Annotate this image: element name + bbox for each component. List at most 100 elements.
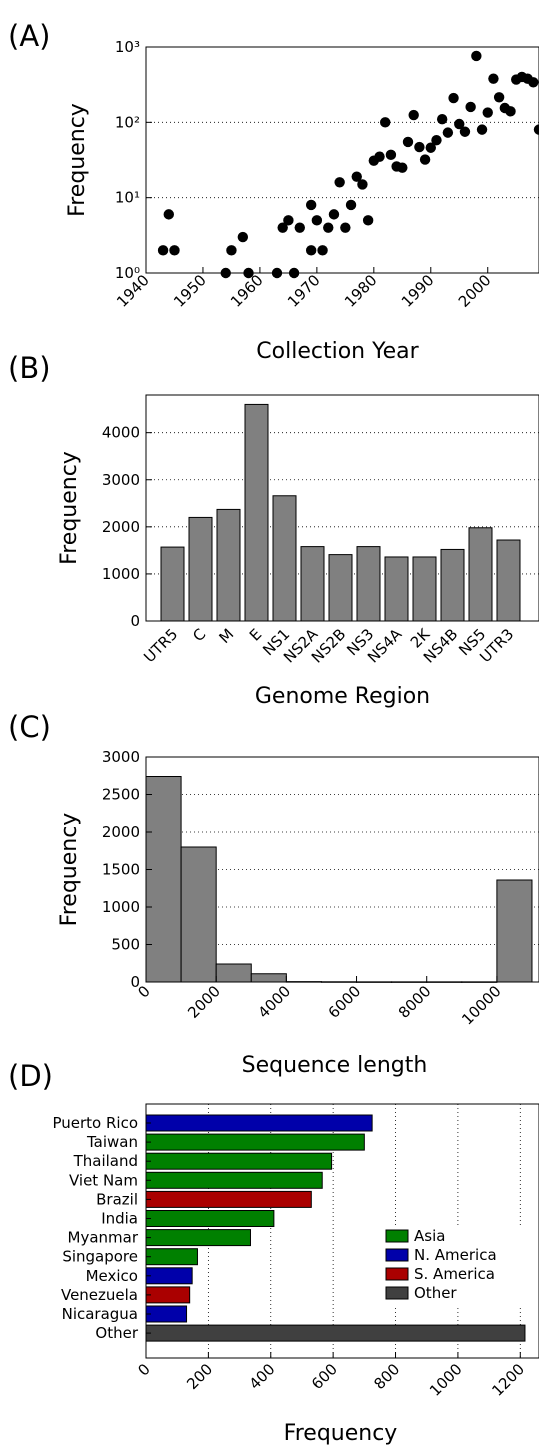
- data-point: [454, 118, 465, 130]
- data-point: [374, 151, 385, 162]
- y-tick-label: 2000: [102, 823, 140, 841]
- data-point: [476, 124, 488, 135]
- histogram-bar: [215, 963, 252, 983]
- y-tick-label: 4000: [102, 424, 140, 442]
- x-tick-label: 1980: [341, 271, 381, 311]
- bar: [145, 1267, 193, 1285]
- data-point: [271, 267, 283, 279]
- data-point: [408, 109, 419, 121]
- bar: [216, 508, 241, 622]
- y-tick-label: Brazil: [96, 1190, 138, 1208]
- y-axis-label: Frequency: [65, 103, 90, 217]
- data-point: [465, 101, 476, 113]
- data-point: [334, 177, 345, 188]
- y-tick-label: 3000: [102, 471, 140, 489]
- x-tick-label: 600: [308, 1360, 341, 1393]
- data-point: [169, 245, 180, 256]
- y-tick-label: 10²: [115, 113, 140, 131]
- data-point: [414, 141, 425, 153]
- y-tick-label: India: [101, 1210, 138, 1228]
- y-tick-label: Myanmar: [68, 1229, 139, 1247]
- data-point: [283, 215, 294, 226]
- x-tick-label: E: [246, 625, 265, 644]
- y-tick-label: Mexico: [86, 1267, 138, 1285]
- bar: [188, 516, 213, 622]
- bar: [145, 1324, 526, 1342]
- data-point: [243, 267, 254, 279]
- x-tick-label: 6000: [325, 982, 365, 1022]
- data-point: [340, 222, 351, 233]
- panel-label: (D): [8, 1059, 53, 1093]
- data-point: [528, 77, 539, 88]
- legend-swatch: [385, 1267, 409, 1281]
- x-tick-label: 0: [134, 1360, 153, 1379]
- y-tick-label: 2500: [102, 786, 140, 804]
- bar: [145, 1286, 191, 1304]
- data-point: [380, 117, 391, 128]
- x-tick-label: 10000: [458, 982, 504, 1028]
- data-point: [157, 245, 169, 256]
- x-tick-label: UTR5: [140, 625, 181, 666]
- bar: [384, 556, 409, 622]
- data-point: [311, 215, 323, 226]
- y-tick-label: 0: [130, 612, 140, 630]
- data-point: [385, 149, 397, 161]
- data-point: [226, 245, 237, 256]
- data-point: [237, 231, 249, 243]
- data-point: [345, 199, 357, 211]
- data-point: [442, 127, 454, 138]
- x-axis-label: Frequency: [284, 1421, 398, 1446]
- x-axis-label: Genome Region: [255, 684, 430, 709]
- y-tick-label: Taiwan: [86, 1133, 138, 1151]
- y-tick-label: 10¹: [115, 189, 140, 207]
- bar: [160, 546, 185, 622]
- panel-label: (B): [8, 351, 51, 385]
- y-axis-label: Frequency: [57, 813, 82, 927]
- y-tick-label: Puerto Rico: [52, 1114, 138, 1132]
- data-point: [397, 162, 408, 173]
- data-point: [471, 50, 482, 62]
- data-point: [328, 209, 340, 220]
- legend-label: Asia: [414, 1227, 445, 1245]
- y-tick-label: Venezuela: [61, 1286, 138, 1304]
- data-point: [305, 199, 317, 211]
- x-tick-label: 1200: [488, 1360, 528, 1400]
- y-tick-label: 10³: [115, 38, 140, 56]
- x-tick-label: 1950: [170, 271, 210, 311]
- x-tick-label: 1970: [284, 271, 324, 311]
- bar: [356, 546, 381, 622]
- data-point: [294, 222, 305, 233]
- bar: [145, 1171, 323, 1189]
- x-tick-label: M: [215, 625, 237, 647]
- y-tick-label: 0: [130, 973, 140, 991]
- data-point: [220, 267, 231, 279]
- y-axis-label: Frequency: [57, 451, 82, 565]
- data-point: [351, 171, 362, 182]
- data-point: [288, 267, 300, 279]
- x-axis-label: Sequence length: [242, 1053, 428, 1078]
- legend-swatch: [385, 1286, 409, 1300]
- y-tick-label: Other: [95, 1324, 138, 1342]
- x-tick-label: 800: [370, 1360, 403, 1393]
- legend-label: Other: [414, 1284, 457, 1302]
- y-tick-label: 1000: [102, 898, 140, 916]
- bar: [145, 1114, 373, 1132]
- x-tick-label: 0: [134, 982, 153, 1001]
- panel-c-sequence-length-histogram: (C) 0 500 1000 1500 2000 2500 3000 0 2000 4000 6000…: [8, 710, 539, 1078]
- y-tick-label: 10⁰: [115, 264, 140, 282]
- data-point: [459, 126, 471, 137]
- panel-label: (C): [8, 710, 51, 744]
- plot-frame: [145, 46, 539, 274]
- data-point: [493, 92, 505, 103]
- data-point: [448, 92, 459, 104]
- data-point: [317, 245, 328, 256]
- x-tick-label: 1990: [398, 271, 438, 311]
- y-tick-label: Viet Nam: [69, 1171, 138, 1189]
- data-point: [488, 73, 499, 84]
- y-tick-label: Thailand: [73, 1152, 138, 1170]
- bar: [440, 548, 465, 622]
- bar: [145, 1305, 188, 1323]
